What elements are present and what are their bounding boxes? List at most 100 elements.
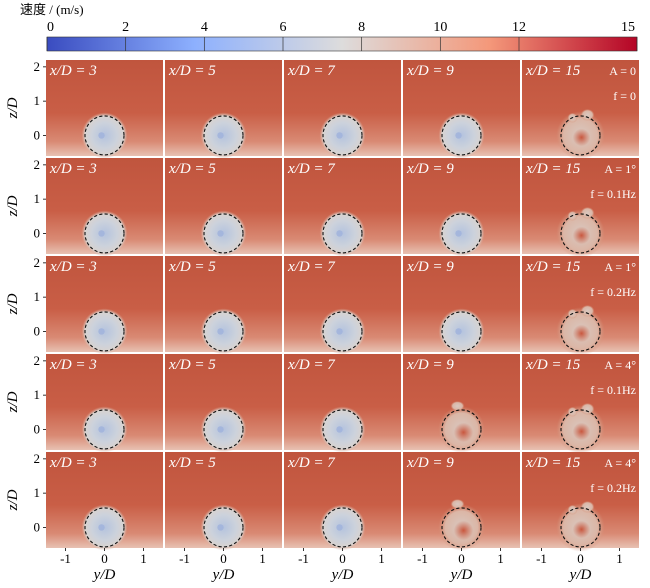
wake-core — [98, 132, 105, 139]
rotor-outline — [560, 311, 601, 352]
panel: x/D = 5 — [165, 158, 282, 257]
panel: x/D = 9 — [403, 60, 520, 159]
wake-recovery — [453, 422, 474, 443]
x-tick-label: -1 — [179, 551, 190, 566]
colorbar-tick-marks — [46, 37, 638, 51]
colorbar-tick-label: 10 — [433, 20, 447, 35]
y-tick-label: 0 — [34, 323, 41, 338]
rotor-outline — [560, 115, 601, 156]
rotor-outline — [84, 311, 125, 352]
colorbar-tick-labels: 0 2 4 6 8 10 12 15 — [47, 20, 635, 35]
panel-x-label: x/D = 15 — [525, 63, 581, 79]
x-axis-label: y/D — [330, 567, 354, 583]
rotor-outline — [322, 507, 363, 548]
frequency-label: f = 0 — [613, 89, 636, 103]
y-tick-label: 0 — [34, 225, 41, 240]
wake-core — [98, 230, 105, 237]
panel: x/D = 9 — [403, 158, 520, 257]
wake-core — [217, 230, 224, 237]
panel: x/D = 5 — [165, 452, 282, 551]
wake-lobe — [580, 402, 595, 415]
panel: x/D = 15 A = 0 f = 0 — [522, 60, 639, 160]
x-tick-label: -1 — [60, 551, 71, 566]
x-tick-label: 0 — [220, 551, 227, 566]
rotor-outline — [203, 213, 244, 254]
x-tick-label: -1 — [536, 551, 547, 566]
amplitude-label: A = 1° — [604, 260, 636, 274]
x-tick-label: 0 — [339, 551, 346, 566]
y-axes: 0 1 2 z/D 0 1 2 z/D 0 1 2 z/D 0 1 2 z/D 0 1 2 z/D — [5, 59, 46, 534]
wake-core — [217, 132, 224, 139]
y-axis-label: z/D — [5, 391, 21, 413]
wake-core — [336, 524, 343, 531]
panel-x-label: x/D = 15 — [525, 161, 581, 177]
wake-core — [217, 426, 224, 433]
x-tick-label: 1 — [616, 551, 623, 566]
panel-x-label: x/D = 9 — [406, 259, 454, 275]
panel: x/D = 3 — [46, 354, 163, 453]
frequency-label: f = 0.1Hz — [590, 383, 636, 397]
amplitude-label: A = 4° — [604, 456, 636, 470]
y-tick-label: 2 — [34, 255, 41, 270]
panel: x/D = 15 A = 4° f = 0.1Hz — [522, 354, 639, 454]
x-tick-label: -1 — [417, 551, 428, 566]
wake-lobe — [580, 500, 595, 513]
rotor-outline — [84, 213, 125, 254]
amplitude-label: A = 0 — [609, 64, 636, 78]
frequency-label: f = 0.1Hz — [590, 187, 636, 201]
colorbar-tick-label: 6 — [280, 20, 287, 35]
wake-core — [217, 328, 224, 335]
x-tick-label: 1 — [259, 551, 266, 566]
wake-lobe — [580, 206, 595, 219]
rotor-outline — [441, 213, 482, 254]
rotor-outline — [441, 507, 482, 548]
y-tick-label: 2 — [34, 59, 41, 74]
rotor-outline — [322, 115, 363, 156]
rotor-outline — [441, 115, 482, 156]
panel: x/D = 3 — [46, 60, 163, 159]
x-tick-label: 0 — [101, 551, 108, 566]
rotor-outline — [560, 409, 601, 450]
wake-lobe — [450, 499, 465, 510]
rotor-outline — [84, 409, 125, 450]
x-tick-label: 1 — [378, 551, 385, 566]
rotor-outline — [560, 213, 601, 254]
panel-x-label: x/D = 5 — [168, 357, 216, 373]
x-axis-label: y/D — [211, 567, 235, 583]
wake-lobe — [580, 108, 595, 121]
panel-x-label: x/D = 15 — [525, 259, 581, 275]
wake-lobe — [450, 401, 465, 412]
wake-core — [336, 328, 343, 335]
x-tick-label: 0 — [458, 551, 465, 566]
x-axis-label: y/D — [449, 567, 473, 583]
panel: x/D = 15 A = 1° f = 0.2Hz — [522, 256, 639, 356]
panel: x/D = 5 — [165, 354, 282, 453]
panel-x-label: x/D = 15 — [525, 455, 581, 471]
wake-core — [98, 426, 105, 433]
y-tick-label: 2 — [34, 353, 41, 368]
y-tick-label: 1 — [34, 93, 41, 108]
wake-core — [217, 524, 224, 531]
panel-x-label: x/D = 7 — [287, 455, 336, 471]
panel: x/D = 5 — [165, 60, 282, 159]
colorbar: 速度 / (m/s) 0 2 4 6 8 10 12 15 — [20, 2, 638, 52]
rotor-outline — [203, 409, 244, 450]
x-tick-label: 1 — [140, 551, 147, 566]
colorbar-gradient — [46, 36, 638, 52]
panel-x-label: x/D = 5 — [168, 161, 216, 177]
y-axis-label: z/D — [5, 489, 21, 511]
wake-core — [336, 132, 343, 139]
panel-x-label: x/D = 3 — [49, 259, 97, 275]
wake-recovery — [572, 128, 591, 147]
wake-core — [336, 426, 343, 433]
wake-core — [336, 230, 343, 237]
y-axis-label: z/D — [5, 293, 21, 315]
frequency-label: f = 0.2Hz — [590, 285, 636, 299]
x-axes: -1 0 1 y/D -1 0 1 y/D -1 0 1 y/D -1 0 1 y/D -1 0 1 y/D — [60, 548, 623, 583]
panel: x/D = 3 — [46, 158, 163, 257]
panel: x/D = 7 — [284, 60, 401, 159]
panel-x-label: x/D = 7 — [287, 357, 336, 373]
wake-core — [455, 132, 462, 139]
panel-x-label: x/D = 3 — [49, 161, 97, 177]
rotor-outline — [441, 409, 482, 450]
